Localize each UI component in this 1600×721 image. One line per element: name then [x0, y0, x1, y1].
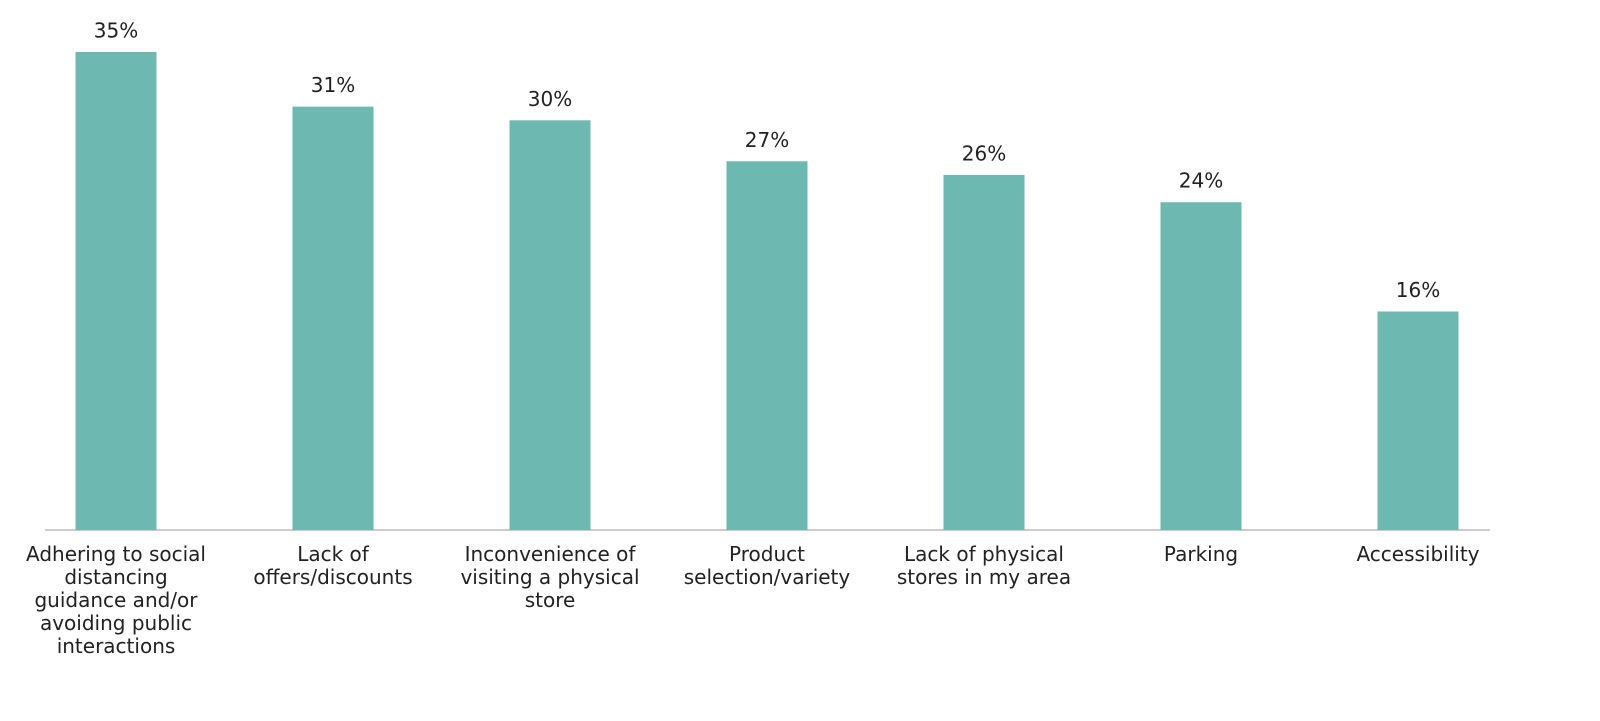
value-label: 27%: [745, 128, 789, 152]
x-tick-label: Lack of offers/discounts: [253, 542, 413, 589]
bar: [292, 106, 374, 530]
x-tick-label: Accessibility: [1356, 542, 1480, 566]
value-label: 30%: [528, 87, 572, 111]
bar: [1160, 202, 1242, 530]
bar: [943, 174, 1025, 530]
value-label: 26%: [962, 141, 1006, 165]
x-tick-label: Adhering to social distancing guidance a…: [26, 542, 206, 658]
x-tick-label: Inconvenience of visiting a physical sto…: [460, 542, 640, 612]
x-tick-label: Parking: [1163, 542, 1239, 566]
bar: [1377, 311, 1459, 530]
value-label: 31%: [311, 73, 355, 97]
bar: [75, 52, 157, 530]
bar: [509, 120, 591, 531]
value-label: 35%: [94, 19, 138, 43]
value-label: 16%: [1396, 278, 1440, 302]
x-tick-label: Lack of physical stores in my area: [896, 542, 1072, 589]
bar: [726, 161, 808, 530]
value-label: 24%: [1179, 169, 1223, 193]
x-tick-label: Product selection/variety: [683, 542, 851, 589]
